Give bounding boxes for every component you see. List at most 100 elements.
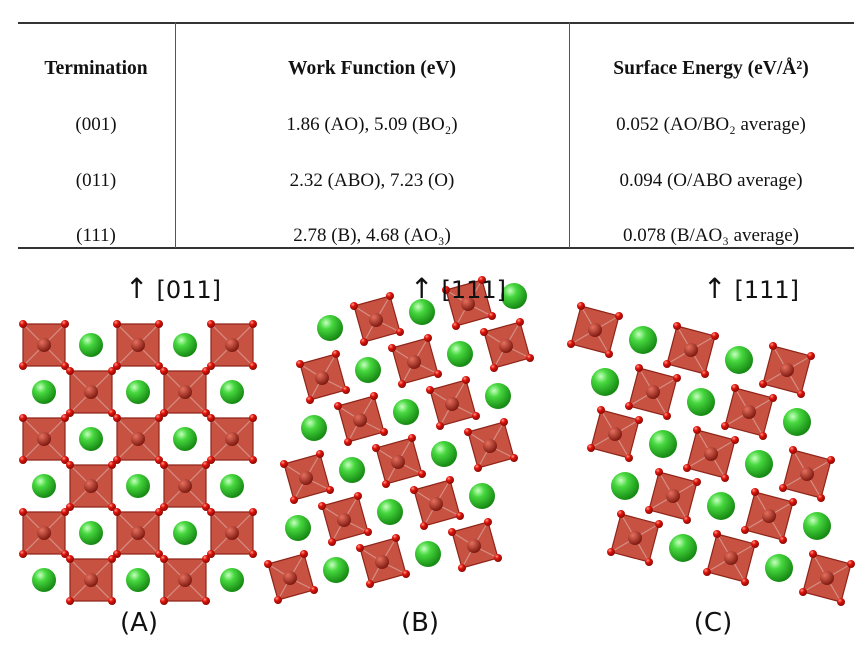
structure-drawing — [19, 276, 855, 606]
oxygen-atom — [19, 550, 27, 558]
oxygen-atom — [442, 286, 450, 294]
b-cation — [225, 432, 239, 446]
table-column-divider-1 — [175, 22, 176, 248]
b-cation — [407, 355, 421, 369]
a-cation — [725, 346, 753, 374]
oxygen-atom — [625, 454, 633, 462]
oxygen-atom — [480, 328, 488, 336]
oxygen-atom — [326, 486, 334, 494]
row-011-work-function: 2.32 (ABO), 7.23 (O) — [289, 170, 455, 191]
oxygen-atom — [731, 436, 739, 444]
oxygen-atom — [673, 322, 681, 330]
oxygen-atom — [713, 530, 721, 538]
a-cation — [447, 341, 473, 367]
oxygen-atom — [113, 550, 121, 558]
oxygen-atom — [693, 426, 701, 434]
oxygen-atom — [446, 476, 454, 484]
b-cation — [353, 413, 367, 427]
oxygen-atom — [113, 362, 121, 370]
oxygen-atom — [388, 344, 396, 352]
oxygen-atom — [61, 508, 69, 516]
oxygen-atom — [789, 446, 797, 454]
oxygen-atom — [290, 496, 298, 504]
oxygen-atom — [202, 409, 210, 417]
oxygen-atom — [155, 508, 163, 516]
a-cation — [32, 474, 56, 498]
oxygen-atom — [202, 597, 210, 605]
oxygen-atom — [360, 338, 368, 346]
oxygen-atom — [108, 461, 116, 469]
oxygen-atom — [61, 456, 69, 464]
panel-c-structure — [567, 302, 855, 606]
oxygen-atom — [615, 312, 623, 320]
a-cation — [220, 474, 244, 498]
oxygen-atom — [249, 508, 257, 516]
a-cation — [803, 512, 831, 540]
a-cation — [301, 415, 327, 441]
b-cation — [315, 371, 329, 385]
oxygen-atom — [789, 498, 797, 506]
b-cation — [84, 385, 98, 399]
oxygen-atom — [448, 528, 456, 536]
panel-a-structure — [19, 320, 257, 605]
oxygen-atom — [155, 456, 163, 464]
a-cation — [173, 333, 197, 357]
oxygen-atom — [160, 367, 168, 375]
table-bottom-rule — [18, 247, 854, 249]
a-cation — [745, 450, 773, 478]
oxygen-atom — [19, 362, 27, 370]
oxygen-atom — [478, 276, 486, 284]
oxygen-atom — [436, 422, 444, 430]
oxygen-atom — [61, 362, 69, 370]
oxygen-atom — [207, 508, 215, 516]
a-cation — [32, 380, 56, 404]
oxygen-atom — [264, 560, 272, 568]
oxygen-atom — [207, 320, 215, 328]
up-arrow-icon: ↑ — [410, 272, 434, 305]
b-cation — [483, 439, 497, 453]
a-cation — [173, 521, 197, 545]
oxygen-atom — [424, 334, 432, 342]
oxygen-atom — [741, 578, 749, 586]
header-work-function: Work Function (eV) — [288, 58, 456, 79]
oxygen-atom — [155, 362, 163, 370]
oxygen-atom — [779, 484, 787, 492]
b-cation — [84, 479, 98, 493]
oxygen-atom — [66, 555, 74, 563]
table-column-divider-2 — [569, 22, 570, 248]
oxygen-atom — [350, 302, 358, 310]
b-cation — [608, 427, 622, 441]
oxygen-atom — [827, 456, 835, 464]
row-001-work-function: 1.86 (AO), 5.09 (BO₂) — [286, 114, 458, 135]
oxygen-atom — [587, 444, 595, 452]
b-cation — [375, 555, 389, 569]
oxygen-atom — [160, 503, 168, 511]
direction-label-c: ↑ [111] — [703, 272, 800, 305]
oxygen-atom — [420, 522, 428, 530]
b-cation — [178, 385, 192, 399]
b-cation — [337, 513, 351, 527]
oxygen-atom — [249, 320, 257, 328]
oxygen-atom — [380, 428, 388, 436]
oxygen-atom — [207, 456, 215, 464]
oxygen-atom — [202, 367, 210, 375]
a-cation — [220, 568, 244, 592]
oxygen-atom — [155, 414, 163, 422]
oxygen-atom — [701, 370, 709, 378]
oxygen-atom — [382, 480, 390, 488]
a-cation — [377, 499, 403, 525]
a-cation — [669, 534, 697, 562]
oxygen-atom — [113, 456, 121, 464]
oxygen-atom — [837, 598, 845, 606]
a-cation — [393, 399, 419, 425]
oxygen-atom — [711, 332, 719, 340]
b-cation — [178, 479, 192, 493]
oxygen-atom — [155, 550, 163, 558]
oxygen-atom — [617, 510, 625, 518]
oxygen-atom — [386, 292, 394, 300]
oxygen-atom — [66, 409, 74, 417]
oxygen-atom — [817, 494, 825, 502]
oxygen-atom — [155, 320, 163, 328]
oxygen-atom — [160, 461, 168, 469]
header-termination: Termination — [44, 58, 148, 79]
